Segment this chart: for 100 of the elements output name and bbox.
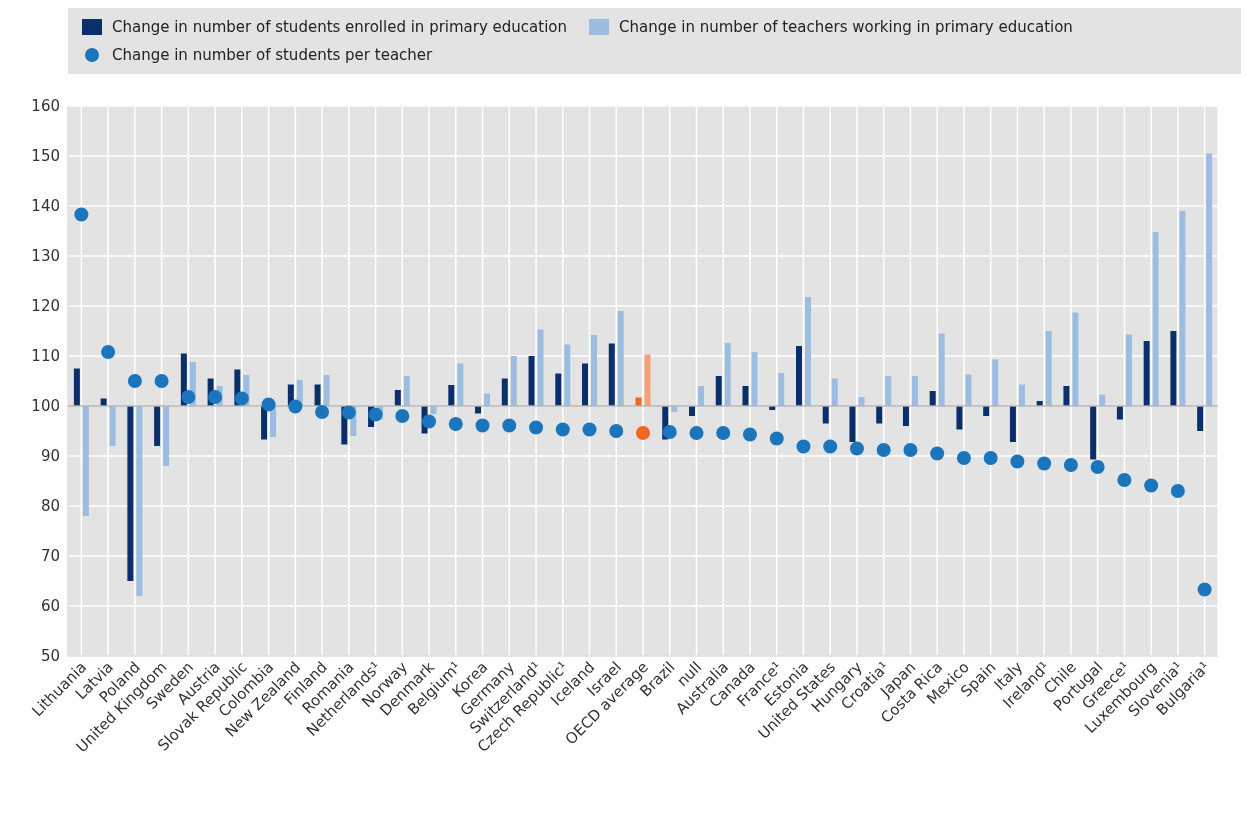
y-tick-label: 150: [31, 147, 60, 166]
point: [422, 414, 437, 429]
bar: [314, 384, 321, 406]
point: [903, 443, 918, 457]
bar: [698, 386, 704, 406]
bar: [136, 406, 143, 596]
point: [127, 374, 142, 388]
bar: [983, 406, 990, 416]
bar: [591, 335, 598, 406]
bar: [876, 406, 883, 424]
legend-label: Change in number of teachers working in primary education: [619, 18, 1073, 36]
bar: [902, 406, 909, 426]
point: [368, 407, 383, 422]
point: [315, 405, 330, 419]
point: [529, 420, 544, 435]
bar: [804, 297, 811, 406]
bar: [1009, 406, 1016, 442]
bar: [564, 344, 571, 406]
point: [475, 418, 490, 433]
bar: [1206, 153, 1213, 406]
bar: [608, 343, 615, 406]
bar: [689, 406, 695, 416]
point: [181, 390, 196, 404]
point: [983, 451, 998, 465]
point: [395, 409, 410, 423]
point: [876, 443, 891, 457]
point: [341, 405, 356, 420]
point: [154, 374, 169, 388]
point: [796, 439, 811, 454]
bar: [1197, 406, 1204, 431]
bar: [1116, 406, 1123, 420]
bar: [849, 406, 856, 442]
point: [208, 390, 223, 404]
point: [582, 422, 597, 437]
y-tick-label: 140: [31, 197, 60, 216]
point: [261, 397, 276, 412]
bar: [956, 406, 963, 430]
bar: [911, 376, 918, 406]
bar: [831, 378, 838, 406]
point: [234, 391, 249, 406]
point: [662, 425, 677, 439]
y-tick-label: 70: [40, 547, 60, 566]
point: [502, 418, 517, 433]
point: [609, 424, 624, 438]
point: [849, 441, 864, 456]
point: [448, 417, 463, 431]
bar: [154, 406, 161, 446]
point: [956, 451, 971, 465]
bar: [555, 373, 562, 406]
point: [1090, 460, 1105, 474]
bar: [163, 406, 170, 466]
bar: [1063, 386, 1070, 406]
bar: [885, 376, 892, 406]
point: [101, 345, 116, 359]
y-tick-label: 80: [40, 497, 60, 516]
y-tick-label: 90: [40, 447, 60, 466]
bar: [1125, 334, 1132, 406]
bar: [751, 352, 758, 406]
bar: [127, 406, 134, 581]
y-tick-label: 50: [40, 647, 60, 666]
point: [823, 439, 838, 454]
bar: [394, 390, 401, 406]
y-tick-label: 160: [31, 97, 60, 116]
bar: [1143, 341, 1150, 406]
bar: [1090, 406, 1097, 460]
bar: [82, 406, 89, 516]
bar: [778, 373, 785, 406]
point: [1144, 478, 1159, 493]
bar: [323, 375, 330, 406]
bar: [822, 406, 829, 424]
bar: [1045, 331, 1052, 406]
bar: [537, 329, 544, 406]
bar: [938, 333, 945, 406]
y-tick-label: 130: [31, 247, 60, 266]
bar: [457, 363, 464, 406]
point: [1037, 456, 1052, 471]
y-tick-label: 60: [40, 597, 60, 616]
bar: [724, 343, 731, 406]
bar: [501, 378, 508, 406]
point: [716, 426, 731, 440]
bar: [261, 406, 268, 440]
bar: [715, 376, 722, 406]
y-tick-label: 120: [31, 297, 60, 316]
bar: [1170, 331, 1177, 406]
bar: [617, 311, 624, 406]
bar: [1152, 232, 1159, 406]
bar: [528, 356, 535, 406]
bar: [403, 376, 410, 406]
bar: [929, 391, 936, 406]
point: [1117, 473, 1132, 487]
bar: [73, 368, 80, 406]
bar: [1179, 211, 1186, 406]
point: [1197, 582, 1212, 597]
legend-label: Change in number of students per teacher: [112, 46, 433, 64]
bar: [1072, 312, 1079, 406]
point: [742, 427, 757, 442]
point: [930, 446, 945, 461]
legend-label: Change in number of students enrolled in primary education: [112, 18, 568, 36]
point: [555, 422, 570, 437]
bar: [795, 346, 802, 406]
